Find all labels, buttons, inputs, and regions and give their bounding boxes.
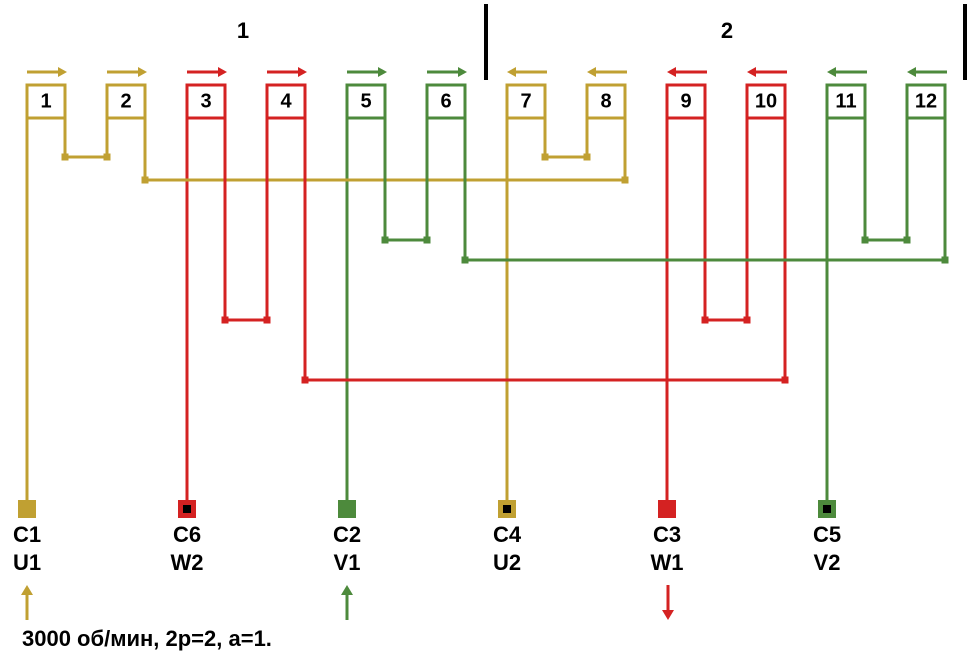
junction (381, 236, 389, 244)
slot-number: 6 (440, 90, 451, 112)
wire (703, 118, 749, 322)
slot-box (265, 83, 307, 120)
arrow-head (587, 67, 596, 77)
slot-number: 8 (600, 90, 611, 112)
slot-box (665, 83, 707, 120)
slot-box (745, 83, 787, 120)
junction (701, 316, 709, 324)
slot-number: 9 (680, 90, 691, 112)
arrow-head (298, 67, 307, 77)
junction (941, 256, 949, 264)
arrow-head (458, 67, 467, 77)
terminal (658, 500, 676, 518)
slot-number: 3 (200, 90, 211, 112)
slot-box (585, 83, 627, 120)
terminal-phase: U1 (13, 550, 41, 575)
arrow-head (747, 67, 756, 77)
wire (863, 118, 909, 242)
terminal-code: C6 (173, 522, 201, 547)
slot-box (105, 83, 147, 120)
arrow-head (507, 67, 516, 77)
terminal-code: C4 (493, 522, 522, 547)
junction (461, 256, 469, 264)
junction (423, 236, 431, 244)
wire (223, 118, 269, 322)
terminal (338, 500, 356, 518)
junction (781, 376, 789, 384)
arrow-head (218, 67, 227, 77)
slot-box (905, 83, 947, 120)
group-label: 2 (721, 18, 733, 43)
terminal-mark (183, 505, 191, 513)
arrow-head (827, 67, 836, 77)
junction (141, 176, 149, 184)
slot-number: 12 (915, 90, 937, 112)
junction (541, 153, 549, 161)
slot-number: 4 (280, 90, 292, 112)
arrow-head (138, 67, 147, 77)
wire (63, 118, 109, 159)
slot-number: 2 (120, 90, 131, 112)
junction (743, 316, 751, 324)
wire (303, 118, 787, 382)
slot-box (425, 83, 467, 120)
terminal-phase: V2 (814, 550, 841, 575)
junction (583, 153, 591, 161)
terminal-phase: V1 (334, 550, 361, 575)
slot-number: 11 (835, 90, 856, 112)
junction (903, 236, 911, 244)
slot-box (825, 83, 867, 120)
wire (383, 118, 429, 242)
terminal-code: C3 (653, 522, 681, 547)
terminal (18, 500, 36, 518)
terminal-code: C2 (333, 522, 361, 547)
slot-number: 5 (360, 90, 371, 112)
junction (103, 153, 111, 161)
junction (61, 153, 69, 161)
arrow-head (662, 610, 674, 620)
arrow-head (378, 67, 387, 77)
slot-box (505, 83, 547, 120)
arrow-head (667, 67, 676, 77)
wire (463, 118, 947, 262)
junction (221, 316, 229, 324)
terminal-phase: W2 (171, 550, 204, 575)
slot-box (185, 83, 227, 120)
terminal-phase: U2 (493, 550, 521, 575)
slot-number: 10 (755, 90, 777, 112)
terminal-phase: W1 (651, 550, 684, 575)
junction (861, 236, 869, 244)
arrow-head (341, 585, 353, 595)
terminal-mark (823, 505, 831, 513)
junction (621, 176, 629, 184)
arrow-head (907, 67, 916, 77)
slot-number: 1 (40, 90, 51, 112)
caption: 3000 об/мин, 2р=2, а=1. (22, 626, 272, 651)
slot-box (345, 83, 387, 120)
arrow-head (58, 67, 67, 77)
junction (301, 376, 309, 384)
wire (543, 118, 589, 159)
terminal-code: C5 (813, 522, 841, 547)
slot-number: 7 (520, 90, 531, 112)
arrow-head (21, 585, 33, 595)
junction (263, 316, 271, 324)
terminal-code: C1 (13, 522, 41, 547)
slot-box (25, 83, 67, 120)
group-label: 1 (237, 18, 249, 43)
terminal-mark (503, 505, 511, 513)
